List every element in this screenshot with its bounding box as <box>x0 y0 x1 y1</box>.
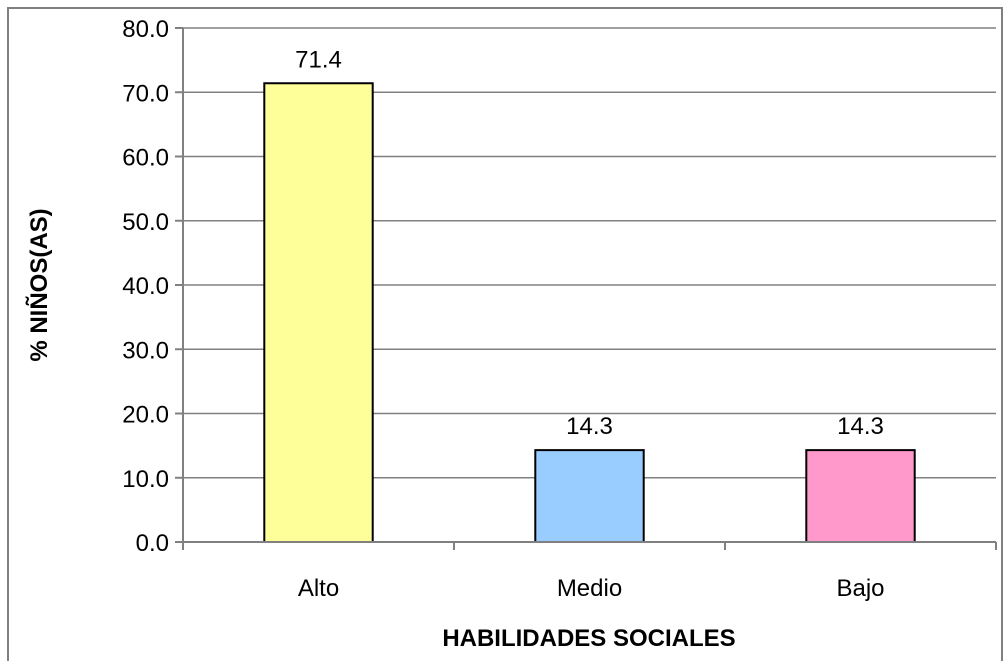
y-tick-label: 10.0 <box>122 466 169 493</box>
x-tick-label: Alto <box>298 575 339 602</box>
data-labels: 71.4 14.3 14.3 <box>295 46 884 440</box>
y-tick-label: 20.0 <box>122 402 169 429</box>
bar-medio <box>534 449 645 543</box>
x-tick-label: Bajo <box>836 575 884 602</box>
chart-frame <box>7 7 1003 666</box>
data-label: 71.4 <box>295 46 342 73</box>
y-tick-label: 50.0 <box>122 209 169 236</box>
y-axis-title: % NIÑOS(AS) <box>25 208 53 361</box>
bar-alto <box>263 82 374 543</box>
x-tick-label: Medio <box>557 575 622 602</box>
bars <box>263 82 916 543</box>
data-label: 14.3 <box>837 413 884 440</box>
y-tick-label: 60.0 <box>122 145 169 172</box>
data-label: 14.3 <box>566 413 613 440</box>
x-tick-labels: Alto Medio Bajo <box>298 575 885 602</box>
axes <box>175 27 997 550</box>
y-tick-label: 0.0 <box>136 530 169 557</box>
bar-bajo <box>805 449 916 543</box>
y-tick-label: 80.0 <box>122 16 169 43</box>
y-tick-labels: 0.0 10.0 20.0 30.0 40.0 50.0 60.0 70.0 80.0 <box>122 16 169 557</box>
y-tick-label: 30.0 <box>122 337 169 364</box>
x-axis-title: HABILIDADES SOCIALES <box>442 625 735 652</box>
y-tick-label: 70.0 <box>122 80 169 107</box>
y-tick-label: 40.0 <box>122 273 169 300</box>
